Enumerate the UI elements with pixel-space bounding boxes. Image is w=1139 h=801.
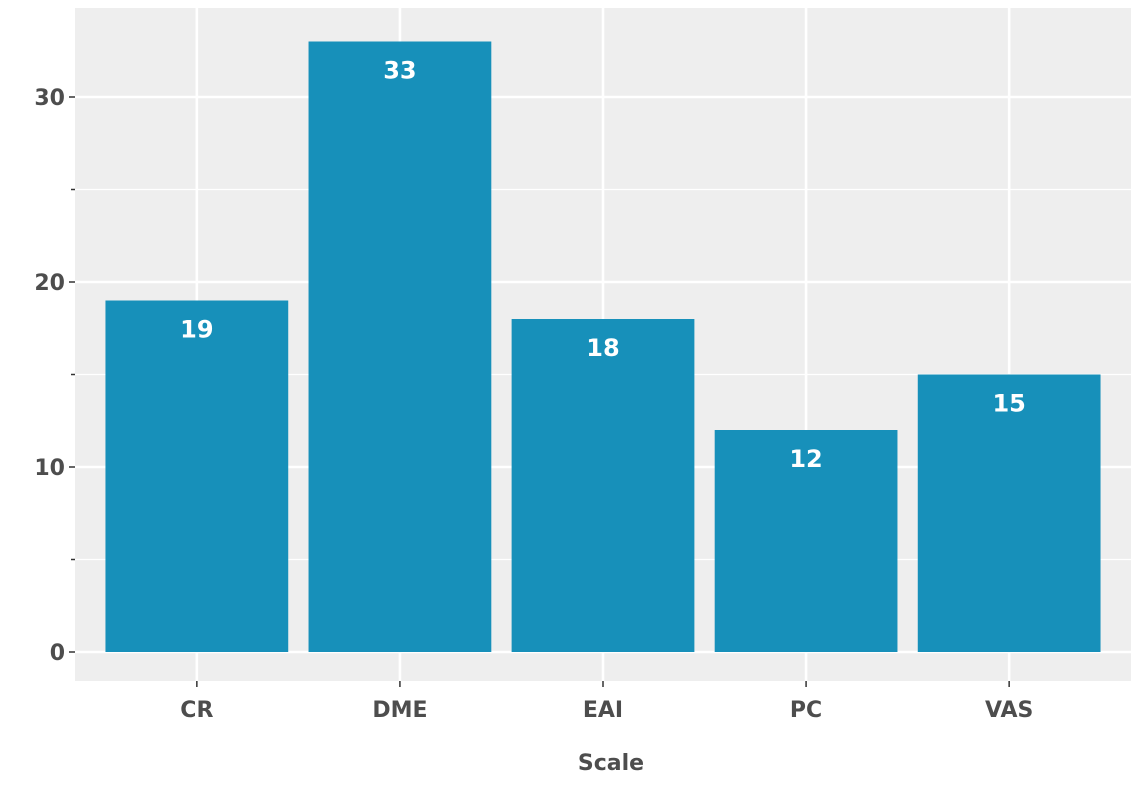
bar-value-label: 15 [992,390,1025,418]
bar-value-label: 12 [789,445,822,473]
x-axis: CR DME EAI PC VAS [180,681,1033,723]
bar-cr [105,300,289,652]
y-tick-label: 10 [34,456,65,481]
bar-eai [511,319,695,652]
bar-value-label: 18 [586,334,619,362]
x-tick-label: DME [372,698,427,723]
bar-value-label: 33 [383,57,416,85]
y-tick-label: 30 [34,86,65,111]
bar-value-label: 19 [180,316,213,344]
x-tick-label: PC [790,698,822,723]
x-tick-label: EAI [583,698,623,723]
x-tick-label: VAS [985,698,1033,723]
bar-labels: 19 33 18 12 15 [180,57,1026,474]
y-axis: 0 10 20 30 [34,86,75,666]
bar-vas [917,374,1101,652]
x-axis-title: Scale [578,751,644,776]
bar-pc [714,430,898,652]
y-tick-label: 20 [34,271,65,296]
bar-dme [308,41,492,652]
y-tick-label: 0 [50,641,65,666]
bars [105,41,1101,652]
x-tick-label: CR [180,698,213,723]
